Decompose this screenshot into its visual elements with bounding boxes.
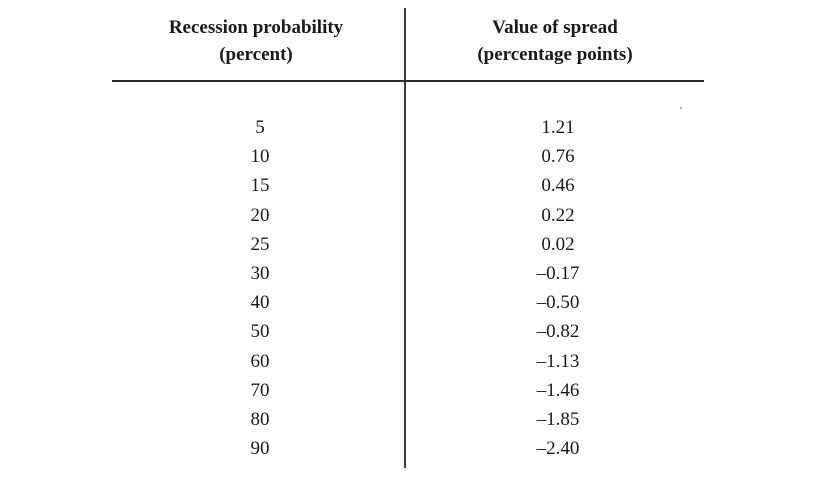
- column-header-recession-probability: Recession probability (percent): [108, 14, 404, 68]
- spread-cell: –0.82: [536, 321, 580, 343]
- probability-cell: 20: [250, 204, 270, 226]
- spread-cell: –0.17: [536, 262, 580, 284]
- probability-cell: 70: [250, 379, 270, 401]
- probability-cell: 40: [250, 292, 270, 314]
- column-header-line: Recession probability: [168, 17, 344, 38]
- column-header-line: Value of spread: [492, 17, 618, 38]
- spread-cell: –1.85: [536, 408, 580, 430]
- probability-cell: 25: [250, 233, 270, 255]
- probability-cell: 60: [250, 350, 270, 372]
- spread-cell: –1.13: [536, 350, 580, 372]
- spread-cell: 0.46: [541, 175, 575, 197]
- spread-cell: –0.50: [536, 292, 580, 314]
- probability-cell: 50: [250, 321, 270, 343]
- spread-cell: 0.76: [541, 146, 575, 168]
- spread-column: 1.21 0.76 0.46 0.22 0.02 –0.17 –0.50 –0.…: [508, 113, 608, 463]
- spread-cell: 0.22: [541, 204, 575, 226]
- spread-cell: 0.02: [541, 233, 575, 255]
- column-header-unit: (percent): [219, 44, 293, 65]
- probability-cell: 80: [250, 408, 270, 430]
- header-rule: [112, 80, 704, 82]
- spread-cell: 1.21: [541, 117, 575, 138]
- probability-cell: 15: [250, 175, 270, 197]
- probability-cell: 30: [250, 262, 270, 284]
- spread-cell: –1.46: [536, 379, 580, 401]
- column-header-value-of-spread: Value of spread (percentage points): [408, 14, 702, 68]
- probability-column: 5 10 15 20 25 30 40 50 60 70 80 90: [210, 113, 310, 463]
- column-divider: [404, 8, 406, 468]
- probability-cell: 5: [255, 117, 265, 138]
- probability-cell: 90: [250, 438, 270, 460]
- column-header-unit: (percentage points): [477, 44, 633, 65]
- scan-speck: [680, 107, 682, 109]
- probability-cell: 10: [250, 146, 270, 168]
- spread-cell: –2.40: [536, 438, 580, 460]
